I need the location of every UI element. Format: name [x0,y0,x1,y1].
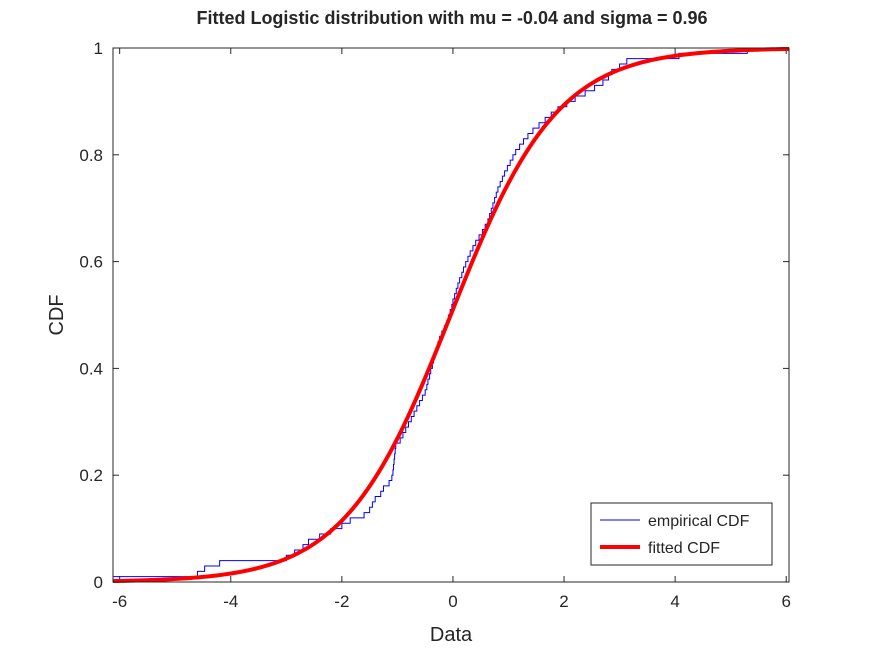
y-tick-label: 0.8 [79,146,103,165]
x-tick-label: 2 [559,592,568,611]
axis-ticks: -6 -4 -2 0 2 4 6 0 0.2 0.4 0.6 0.8 1 [79,39,791,611]
legend: empirical CDF fitted CDF [590,502,773,566]
x-tick-label: 6 [781,592,790,611]
y-tick-label: 1 [94,39,103,58]
chart-title: Fitted Logistic distribution with mu = -… [196,8,707,28]
x-tick-label: -6 [112,592,127,611]
fitted-cdf-line [113,46,789,584]
y-axis-label: CDF [46,294,68,335]
series-group [113,46,789,584]
y-tick-label: 0.4 [79,359,103,378]
y-tick-label: 0.6 [79,253,103,272]
legend-label-fitted: fitted CDF [648,540,720,557]
legend-label-empirical: empirical CDF [648,513,750,530]
x-axis-label: Data [430,624,473,646]
y-tick-label: 0 [94,573,103,592]
x-tick-label: -4 [223,592,238,611]
legend-box [590,502,773,566]
x-tick-label: -2 [334,592,349,611]
y-tick-label: 0.2 [79,466,103,485]
x-tick-label: 4 [670,592,679,611]
x-tick-label: 0 [448,592,457,611]
axes-box [112,47,790,583]
